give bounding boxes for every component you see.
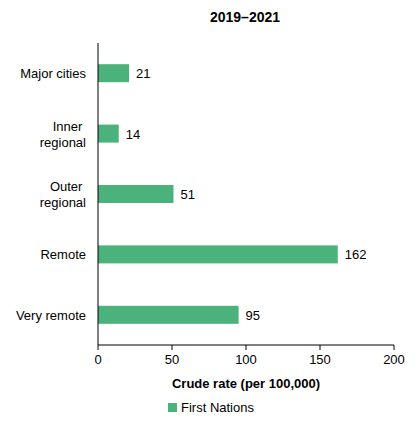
label-line: regional bbox=[40, 135, 86, 150]
category-label: Remote bbox=[40, 247, 86, 262]
chart: 2019–2021 21 14 51 162 95 Major cities Inner re… bbox=[0, 0, 419, 433]
data-label: 162 bbox=[345, 247, 367, 262]
x-axis-label: Crude rate (per 100,000) bbox=[172, 376, 320, 391]
x-tick bbox=[320, 345, 321, 350]
x-tick bbox=[98, 345, 99, 350]
x-tick-label: 0 bbox=[94, 352, 101, 367]
y-axis bbox=[98, 43, 99, 345]
category-label: Inner regional bbox=[40, 119, 86, 150]
x-tick bbox=[246, 345, 247, 350]
label-line: Outer bbox=[50, 179, 86, 194]
x-tick-label: 50 bbox=[165, 352, 179, 367]
data-label: 14 bbox=[126, 127, 140, 142]
data-label: 21 bbox=[136, 66, 150, 81]
data-label: 95 bbox=[246, 308, 260, 323]
bar bbox=[98, 245, 338, 263]
x-tick-label: 150 bbox=[309, 352, 331, 367]
x-tick bbox=[172, 345, 173, 350]
category-label: Major cities bbox=[20, 66, 86, 81]
title: 2019–2021 bbox=[210, 9, 280, 25]
label-line: regional bbox=[40, 195, 86, 210]
bar bbox=[98, 64, 129, 82]
x-tick bbox=[394, 345, 395, 350]
category-label: Very remote bbox=[16, 308, 86, 323]
legend-swatch bbox=[168, 403, 177, 412]
x-tick-label: 100 bbox=[235, 352, 257, 367]
x-tick-label: 200 bbox=[383, 352, 405, 367]
bars bbox=[98, 64, 338, 324]
category-label: Outer regional bbox=[40, 179, 86, 210]
legend-label: First Nations bbox=[181, 400, 254, 415]
bar bbox=[98, 185, 173, 203]
label-line: Inner bbox=[53, 119, 86, 134]
data-label: 51 bbox=[180, 187, 194, 202]
bar bbox=[98, 125, 119, 143]
bar bbox=[98, 306, 239, 324]
